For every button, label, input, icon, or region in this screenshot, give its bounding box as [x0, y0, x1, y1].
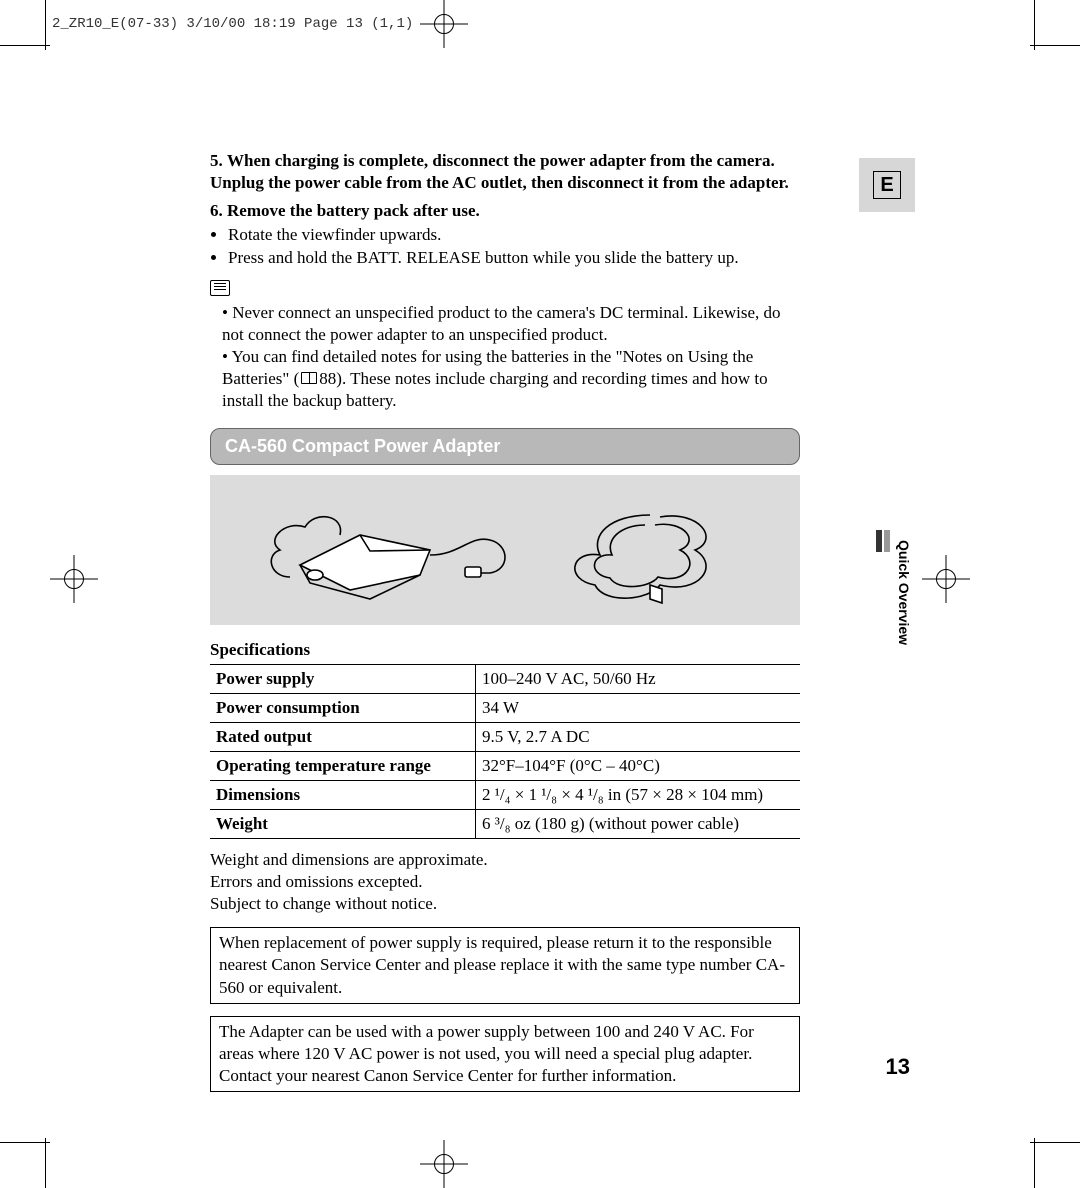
table-row: Rated output9.5 V, 2.7 A DC	[210, 722, 800, 751]
spec-label: Operating temperature range	[210, 751, 476, 780]
spec-label: Power supply	[210, 664, 476, 693]
crop-mark	[1030, 1142, 1080, 1143]
note-item: Never connect an unspecified product to …	[222, 302, 800, 346]
adapter-drawing	[260, 495, 520, 605]
crop-mark	[0, 1142, 50, 1143]
page-content: 5. When charging is complete, disconnect…	[210, 150, 800, 1104]
page-number: 13	[886, 1054, 910, 1080]
step-number: 5.	[210, 151, 223, 170]
note-page-ref: 88	[319, 369, 336, 388]
side-accent-bar	[876, 530, 882, 552]
step-number: 6.	[210, 201, 223, 220]
crop-mark	[1034, 0, 1035, 50]
step-text: When charging is complete, disconnect th…	[210, 151, 789, 192]
cable-drawing	[550, 495, 750, 605]
side-section-tab: Quick Overview	[896, 540, 912, 645]
step-text: Remove the battery pack after use.	[227, 201, 480, 220]
registration-mark	[430, 1150, 458, 1178]
info-box-replacement: When replacement of power supply is requ…	[210, 927, 800, 1003]
disclaimer-line: Errors and omissions excepted.	[210, 871, 800, 893]
book-icon	[301, 372, 317, 384]
prepress-header: 2_ZR10_E(07-33) 3/10/00 18:19 Page 13 (1…	[52, 16, 413, 32]
table-row: Power consumption34 W	[210, 693, 800, 722]
step-5: 5. When charging is complete, disconnect…	[210, 150, 800, 194]
spec-value: 6 ³/₈ oz (180 g) (without power cable)	[476, 809, 801, 838]
crop-mark	[45, 0, 46, 50]
spec-value: 34 W	[476, 693, 801, 722]
table-row: Power supply100–240 V AC, 50/60 Hz	[210, 664, 800, 693]
step-6: 6. Remove the battery pack after use. Ro…	[210, 200, 800, 269]
spec-value: 2 ¹/₄ × 1 ¹/₈ × 4 ¹/₈ in (57 × 28 × 104 …	[476, 780, 801, 809]
step-6-bullet: Rotate the viewfinder upwards.	[228, 224, 800, 246]
specs-table: Power supply100–240 V AC, 50/60 Hz Power…	[210, 664, 800, 840]
spec-label: Dimensions	[210, 780, 476, 809]
language-badge: E	[859, 158, 915, 212]
crop-mark	[45, 1138, 46, 1188]
disclaimer-line: Subject to change without notice.	[210, 893, 800, 915]
note-icon	[210, 280, 230, 296]
step-6-bullet: Press and hold the BATT. RELEASE button …	[228, 247, 800, 269]
registration-mark	[60, 565, 88, 593]
spec-label: Weight	[210, 809, 476, 838]
spec-value: 100–240 V AC, 50/60 Hz	[476, 664, 801, 693]
note-block: Never connect an unspecified product to …	[210, 275, 800, 412]
table-row: Dimensions2 ¹/₄ × 1 ¹/₈ × 4 ¹/₈ in (57 ×…	[210, 780, 800, 809]
registration-mark	[932, 565, 960, 593]
table-row: Operating temperature range32°F–104°F (0…	[210, 751, 800, 780]
language-badge-letter: E	[873, 171, 901, 199]
info-box-voltage: The Adapter can be used with a power sup…	[210, 1016, 800, 1092]
specs-title: Specifications	[210, 639, 800, 661]
note-item: You can find detailed notes for using th…	[222, 346, 800, 412]
crop-mark	[1034, 1138, 1035, 1188]
disclaimer-block: Weight and dimensions are approximate. E…	[210, 849, 800, 915]
spec-value: 32°F–104°F (0°C – 40°C)	[476, 751, 801, 780]
spec-value: 9.5 V, 2.7 A DC	[476, 722, 801, 751]
table-row: Weight6 ³/₈ oz (180 g) (without power ca…	[210, 809, 800, 838]
disclaimer-line: Weight and dimensions are approximate.	[210, 849, 800, 871]
adapter-illustration	[210, 475, 800, 625]
spec-label: Power consumption	[210, 693, 476, 722]
registration-mark	[430, 10, 458, 38]
side-accent-bar	[884, 530, 890, 552]
spec-label: Rated output	[210, 722, 476, 751]
crop-mark	[1030, 45, 1080, 46]
section-header: CA-560 Compact Power Adapter	[210, 428, 800, 465]
crop-mark	[0, 45, 50, 46]
